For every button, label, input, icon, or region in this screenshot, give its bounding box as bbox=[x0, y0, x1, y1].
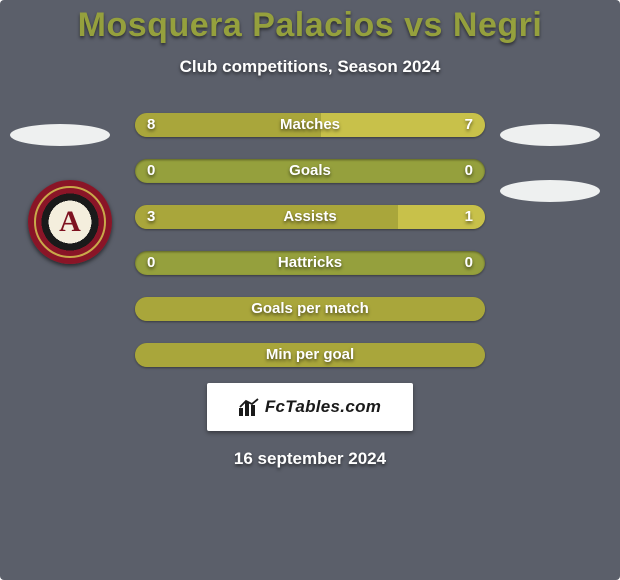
player-left-photo-placeholder bbox=[10, 124, 110, 146]
stat-label: Assists bbox=[135, 205, 485, 229]
subtitle: Club competitions, Season 2024 bbox=[0, 57, 620, 77]
card: Mosquera Palacios vs Negri Club competit… bbox=[0, 0, 620, 580]
club-logo-letter: A bbox=[59, 205, 81, 239]
bars-icon bbox=[239, 398, 259, 416]
fctables-badge[interactable]: FcTables.com bbox=[207, 383, 413, 431]
stat-label: Matches bbox=[135, 113, 485, 137]
player-right-photo-placeholder-1 bbox=[500, 124, 600, 146]
stat-bar: Goals per match bbox=[135, 297, 485, 321]
stat-bar: 31Assists bbox=[135, 205, 485, 229]
fctables-label: FcTables.com bbox=[265, 397, 381, 417]
stat-bar: 87Matches bbox=[135, 113, 485, 137]
date-label: 16 september 2024 bbox=[0, 449, 620, 469]
stat-bar: 00Hattricks bbox=[135, 251, 485, 275]
stat-label: Min per goal bbox=[135, 343, 485, 367]
stat-label: Goals bbox=[135, 159, 485, 183]
player-right-photo-placeholder-2 bbox=[500, 180, 600, 202]
page-title: Mosquera Palacios vs Negri bbox=[0, 0, 620, 45]
stat-label: Goals per match bbox=[135, 297, 485, 321]
stat-label: Hattricks bbox=[135, 251, 485, 275]
club-logo-left: A bbox=[28, 180, 112, 264]
stat-bar: 00Goals bbox=[135, 159, 485, 183]
stat-bar: Min per goal bbox=[135, 343, 485, 367]
